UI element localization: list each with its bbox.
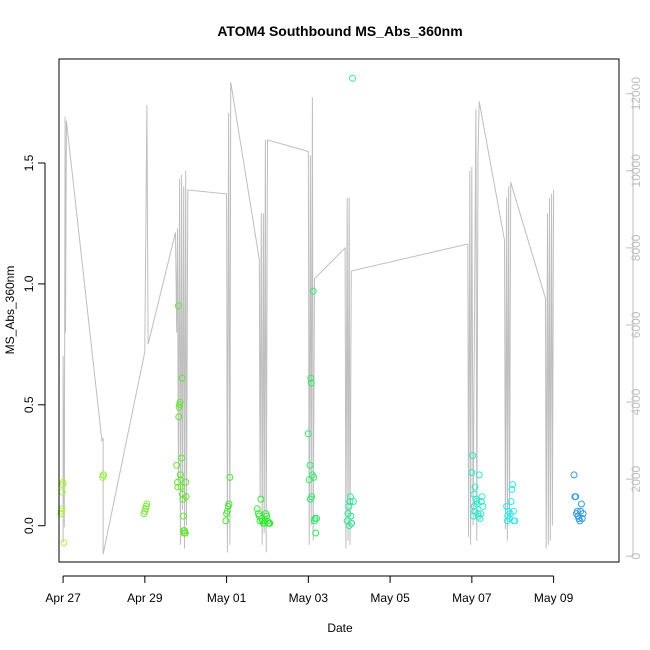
data-points (57, 74, 587, 547)
data-point (309, 287, 317, 295)
x-tick-label: May 05 (370, 591, 410, 605)
data-point (266, 519, 274, 527)
data-point (471, 483, 479, 491)
data-point (175, 413, 183, 421)
data-point (476, 515, 484, 522)
data-point (570, 471, 578, 479)
data-point (477, 510, 485, 518)
data-point (579, 510, 587, 518)
data-point (178, 454, 186, 462)
data-point (176, 471, 184, 479)
y-tick-label: 1.5 (22, 154, 36, 171)
data-point (177, 483, 185, 491)
data-point (225, 500, 233, 508)
data-point (175, 403, 183, 411)
data-point (509, 481, 517, 489)
data-point (176, 398, 184, 406)
data-point (178, 374, 186, 382)
data-point (313, 515, 320, 522)
plot-frame (58, 58, 620, 563)
data-point (346, 498, 354, 505)
data-point (263, 512, 271, 520)
data-point (469, 452, 477, 460)
data-point (59, 478, 67, 486)
data-point (222, 517, 230, 525)
data-point (468, 469, 476, 476)
data-point (179, 512, 187, 520)
y2-tick-label: 12000 (629, 77, 643, 111)
altitude-series (62, 82, 555, 555)
altitude-line (62, 82, 555, 555)
x-tick-label: May 09 (534, 591, 574, 605)
data-point (578, 515, 586, 522)
data-point (510, 507, 517, 515)
data-point (306, 461, 314, 469)
y2-tick-label: 4000 (629, 388, 643, 415)
x-axis: Apr 27 Apr 29 May 01 May 03 May 05 May 07 May … (45, 575, 574, 605)
data-point (511, 517, 519, 525)
y2-axis: 0 2000 4000 6000 8000 10000 12000 (626, 77, 643, 560)
data-point (475, 471, 483, 479)
x-axis-label: Date (327, 621, 353, 635)
y2-tick-label: 6000 (629, 311, 643, 338)
data-point (479, 502, 487, 510)
x-tick-label: Apr 29 (127, 591, 163, 605)
data-point (142, 505, 150, 513)
data-point (100, 471, 108, 479)
y-axis: 0.0 0.5 1.0 1.5 (22, 154, 46, 534)
data-point (304, 430, 312, 438)
data-point (307, 379, 315, 387)
y2-tick-label: 2000 (629, 465, 643, 492)
data-point (174, 483, 182, 491)
data-point (478, 493, 486, 501)
y-tick-label: 1.0 (22, 275, 36, 292)
data-point (573, 507, 581, 515)
data-point (348, 519, 356, 527)
data-point (257, 495, 265, 503)
data-point (307, 374, 315, 382)
data-point (60, 539, 68, 547)
data-point (59, 481, 67, 489)
data-point (182, 478, 190, 486)
data-point (308, 493, 316, 501)
data-point (226, 473, 234, 481)
data-point (345, 502, 353, 510)
data-point (577, 507, 585, 515)
x-tick-label: May 01 (207, 591, 247, 605)
data-point (349, 74, 356, 82)
x-tick-label: May 03 (289, 591, 329, 605)
data-point (312, 529, 320, 537)
y2-tick-label: 0 (629, 553, 643, 560)
data-point (143, 500, 151, 508)
data-point (477, 498, 485, 505)
data-point (349, 498, 357, 505)
y2-tick-label: 8000 (629, 234, 643, 261)
data-point (577, 500, 585, 508)
data-point (181, 529, 189, 537)
data-point (255, 512, 263, 520)
data-point (572, 493, 580, 501)
data-point (473, 498, 481, 505)
data-point (223, 507, 231, 515)
data-point (178, 490, 186, 498)
data-point (310, 473, 318, 481)
data-point (508, 486, 516, 493)
x-tick-label: Apr 27 (45, 591, 81, 605)
chart-title: ATOM4 Southbound MS_Abs_360nm (217, 23, 462, 39)
y-axis-label: MS_Abs_360nm (3, 266, 17, 355)
y2-tick-label: 10000 (629, 154, 643, 188)
y-tick-label: 0.5 (22, 396, 36, 413)
data-point (176, 401, 184, 409)
x-tick-label: May 07 (452, 591, 492, 605)
data-point (253, 505, 261, 513)
data-point (507, 498, 515, 505)
data-point (182, 493, 190, 501)
y-tick-label: 0.0 (22, 517, 36, 534)
data-point (174, 302, 182, 310)
data-point (173, 461, 181, 469)
data-point (576, 517, 584, 525)
data-point (347, 512, 355, 520)
